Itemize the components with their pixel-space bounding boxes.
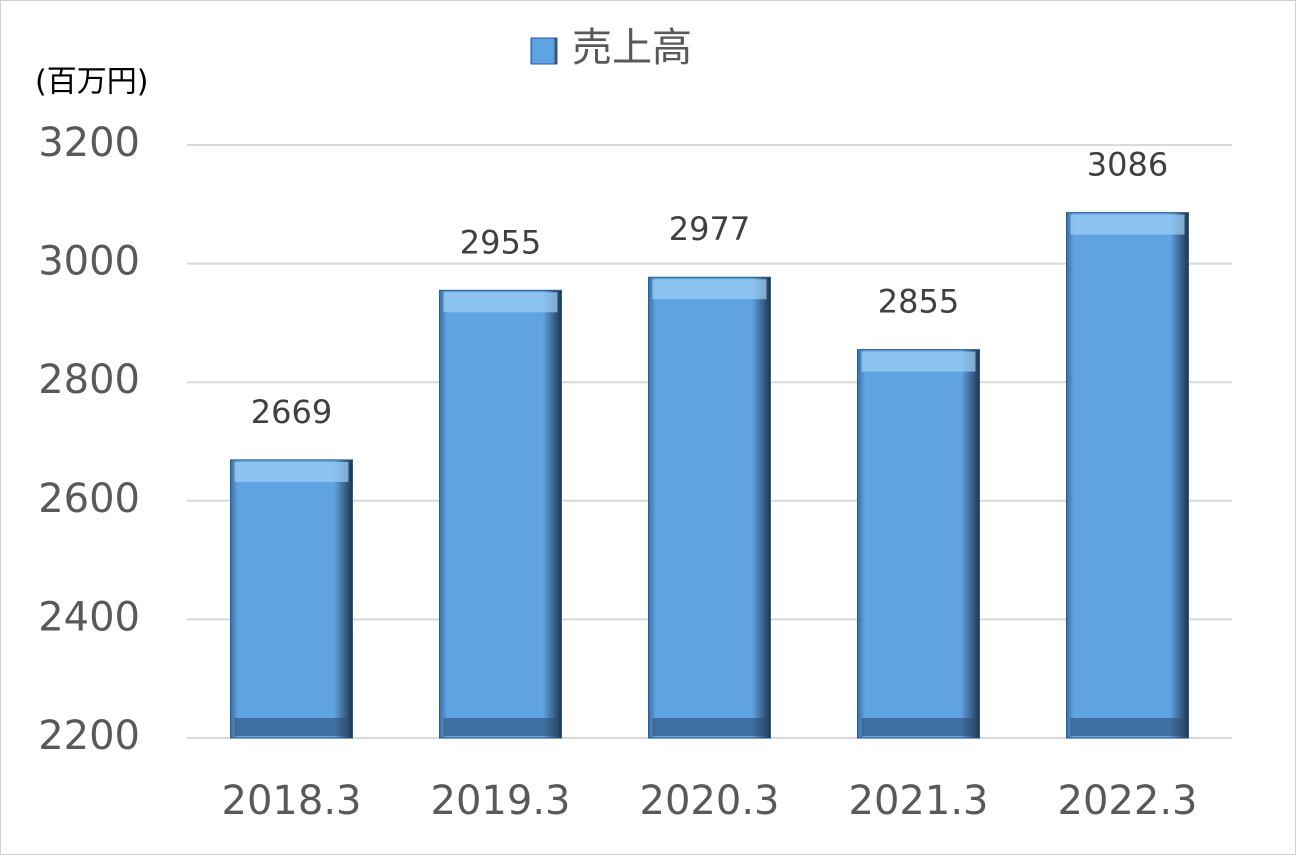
y-tick-label: 2800 [38, 357, 140, 403]
bar-bevel-top [652, 279, 767, 300]
bar-bevel-top [234, 461, 349, 482]
bar-bevel-bottom [443, 718, 558, 736]
bar-shade [1066, 212, 1189, 739]
y-tick-label: 2600 [38, 476, 140, 522]
bar-bevel-bottom [1070, 718, 1185, 736]
bar-bevel-top [1070, 214, 1185, 235]
bar-bevel-bottom [652, 718, 767, 736]
legend-label: 売上高 [572, 25, 692, 71]
y-axis-label: (百万円) [35, 65, 148, 100]
data-label: 3086 [1087, 146, 1168, 184]
data-label: 2977 [669, 210, 750, 248]
data-label: 2955 [460, 223, 541, 261]
bar-shade [857, 349, 980, 739]
bar-bevel-top [443, 292, 558, 313]
y-tick-label: 3000 [38, 239, 140, 285]
bar-shade [230, 459, 353, 739]
data-label: 2669 [251, 393, 332, 431]
bar-bevel-top [861, 351, 976, 372]
y-tick-label: 2200 [38, 713, 140, 759]
bar-bevel-bottom [234, 718, 349, 736]
bar-shade [648, 276, 771, 739]
bar-shade [439, 289, 562, 739]
x-tick-label: 2019.3 [431, 778, 571, 824]
bar-bevel-bottom [861, 718, 976, 736]
x-tick-label: 2021.3 [849, 778, 989, 824]
x-tick-label: 2018.3 [222, 778, 362, 824]
legend-swatch [530, 37, 558, 65]
data-label: 2855 [878, 283, 959, 321]
x-tick-label: 2022.3 [1058, 778, 1198, 824]
y-tick-label: 2400 [38, 594, 140, 640]
y-tick-label: 3200 [38, 120, 140, 166]
x-tick-label: 2020.3 [640, 778, 780, 824]
